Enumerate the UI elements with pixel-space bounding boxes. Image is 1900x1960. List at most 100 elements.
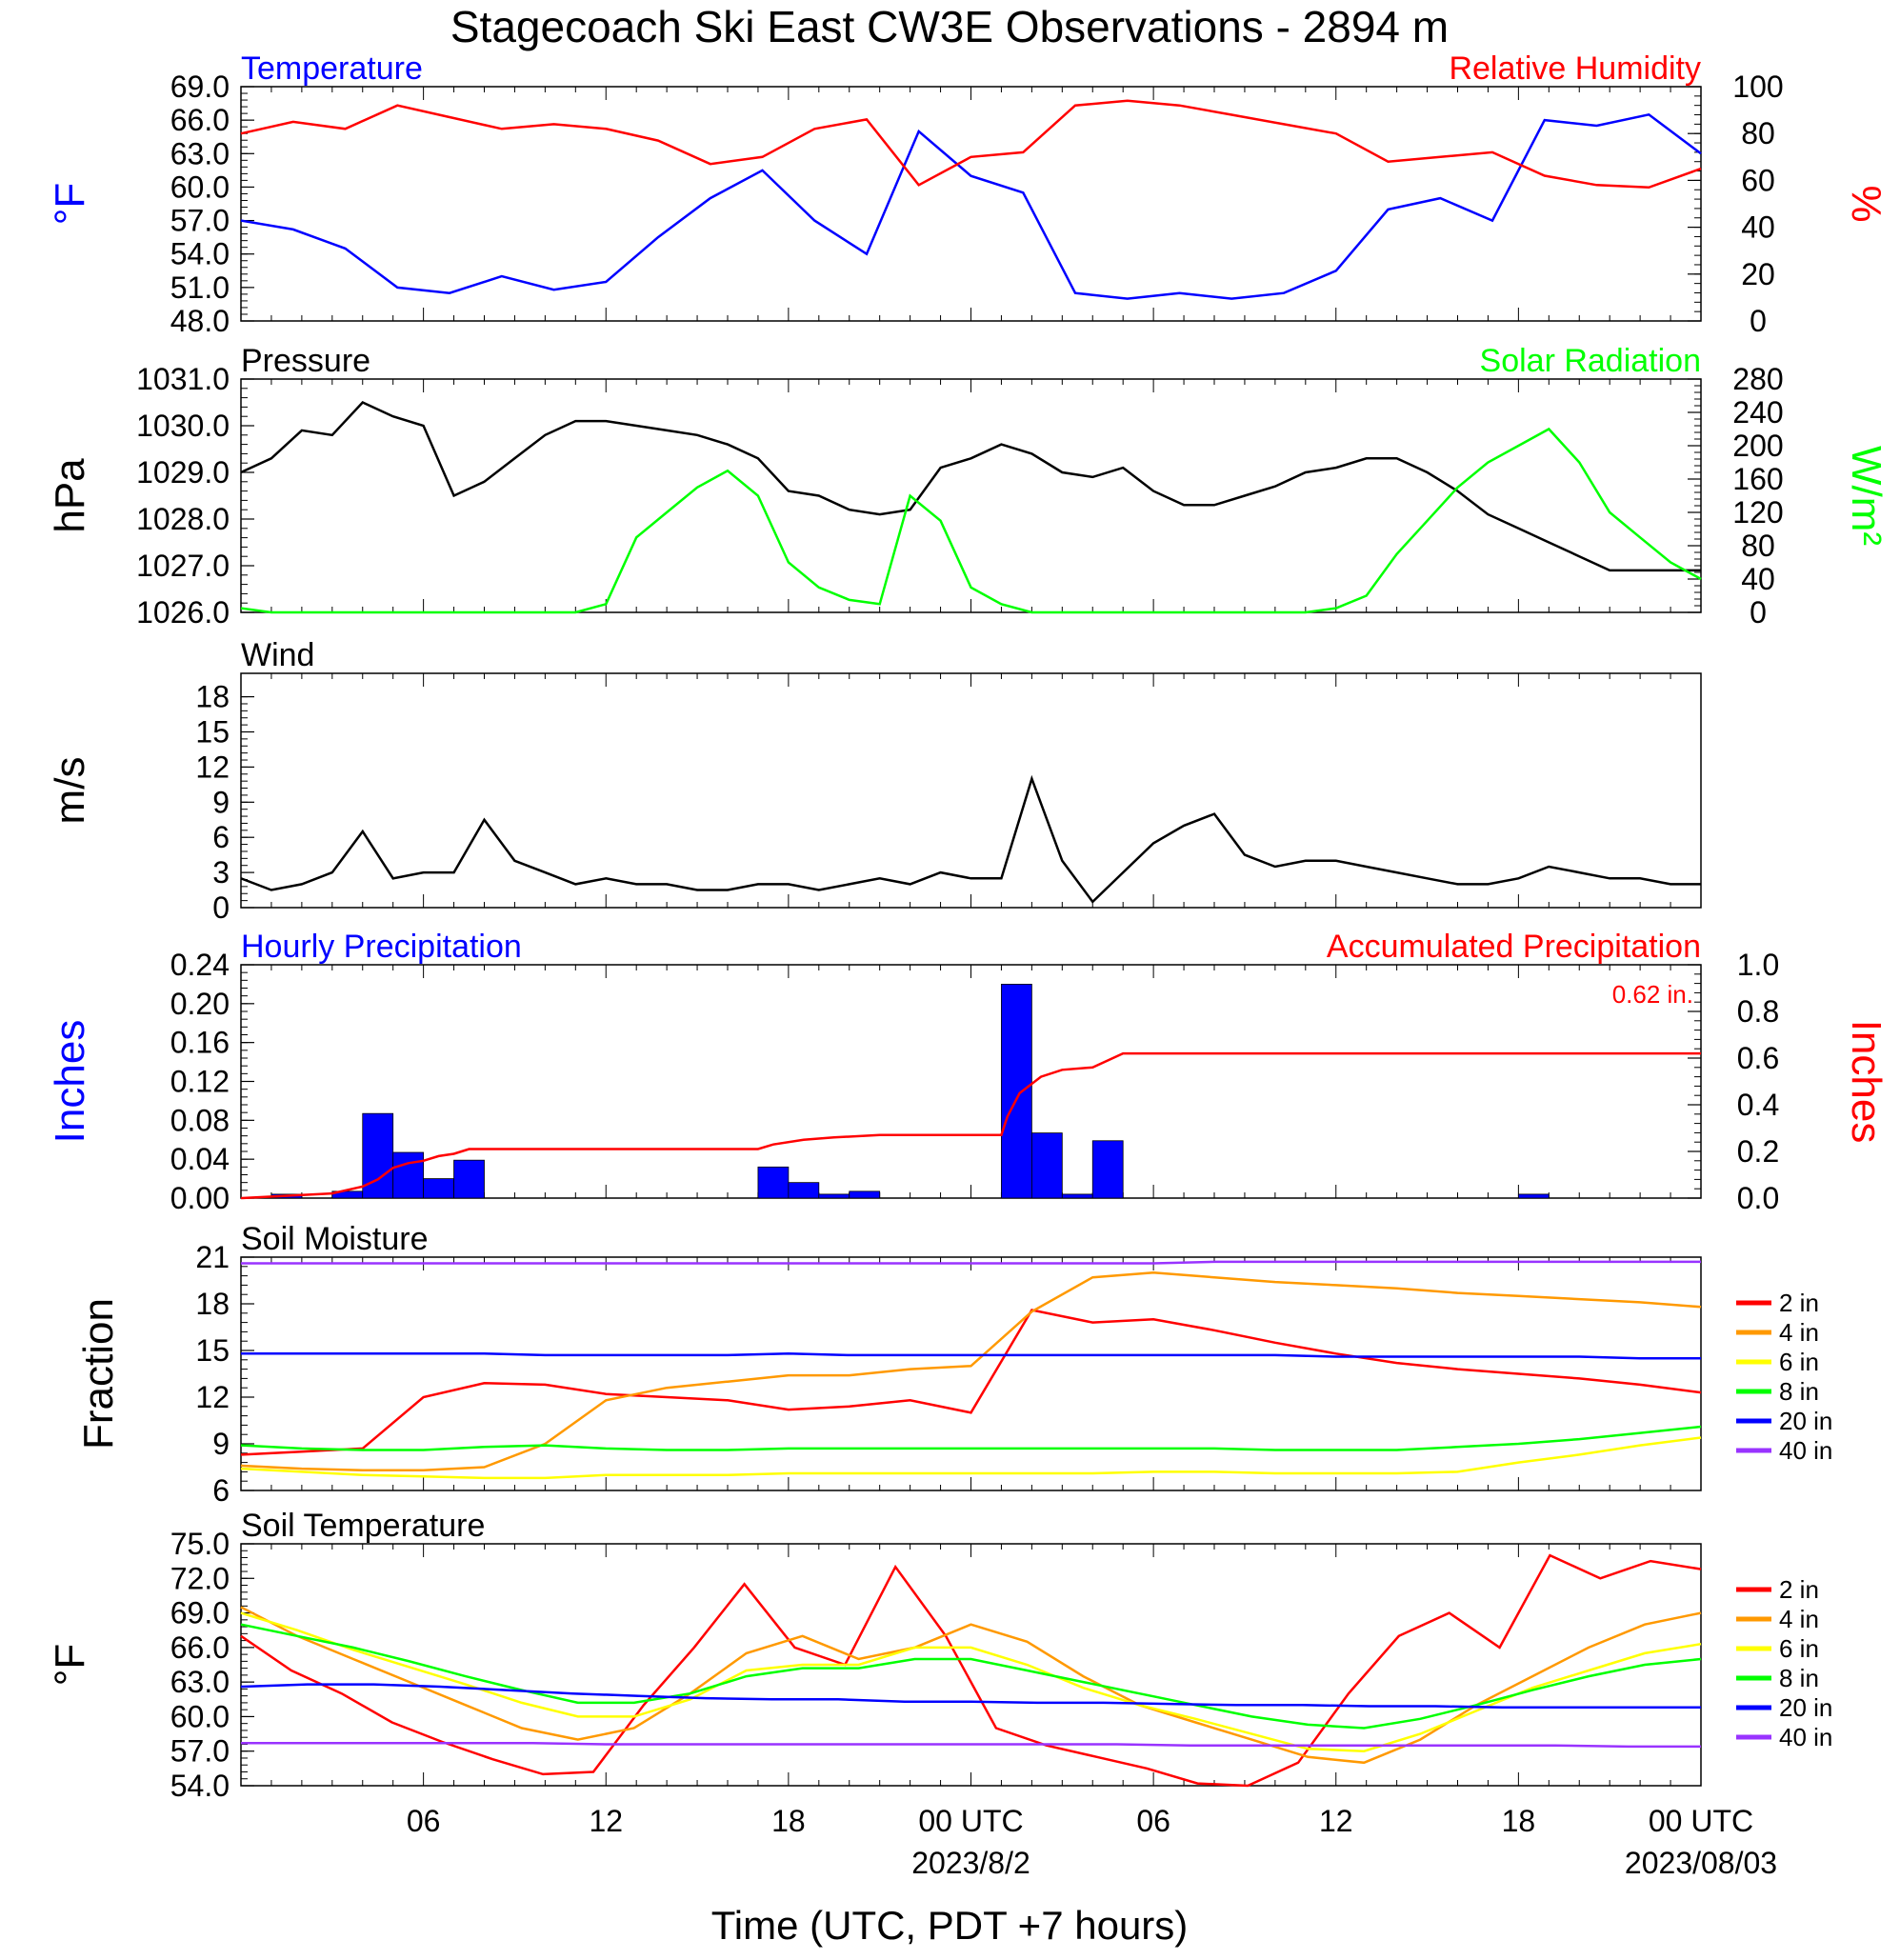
pressure-solar-ylabel-left: hPa <box>47 458 93 533</box>
temperature-humidity-title-left: Temperature <box>241 50 423 87</box>
wind-ytick-label-left: 0 <box>212 890 230 925</box>
pressure-solar-ytick-label-left: 1030.0 <box>136 409 230 443</box>
soil-temperature-ytick-label-left: 57.0 <box>170 1734 230 1769</box>
temperature-humidity-ytick-label-left: 48.0 <box>170 304 230 338</box>
pressure-solar-ytick-label-right: 160 <box>1732 462 1783 496</box>
soil-moisture-panel: Soil Moisture 6 9 12 15 18 21 Fraction 2 in4 in6… <box>75 1221 1832 1508</box>
soil-moisture-ytick-label-left: 12 <box>195 1380 230 1414</box>
soil-temperature-series-4-in <box>240 1606 1702 1765</box>
wind-ylabel-left: m/s <box>47 757 93 825</box>
temperature-humidity-ytick-label-right: 40 <box>1741 210 1775 245</box>
pressure-solar-ytick-label-left: 1027.0 <box>136 549 230 583</box>
soil-temperature-ytick-label-left: 72.0 <box>170 1561 230 1595</box>
x-tick-label: 00 UTC <box>1649 1804 1753 1838</box>
wind-ytick-label-left: 12 <box>195 750 230 784</box>
soil-moisture-legend-label: 6 in <box>1779 1348 1819 1376</box>
precip-bar <box>453 1159 485 1199</box>
precip-bar <box>423 1178 454 1199</box>
precipitation-ytick-label-left: 0.12 <box>170 1065 230 1099</box>
soil-moisture-ytick-label-left: 21 <box>195 1240 230 1274</box>
precip-bar <box>849 1190 881 1199</box>
x-tick-label: 00 UTC <box>918 1804 1023 1838</box>
precipitation-ytick-label-right: 0.4 <box>1737 1088 1779 1122</box>
pressure-solar-ytick-label-right: 120 <box>1732 495 1783 530</box>
pressure-solar-ytick-label-left: 1031.0 <box>136 362 230 396</box>
precipitation-ytick-label-right: 0.8 <box>1737 994 1779 1029</box>
pressure-solar-ytick-label-left: 1028.0 <box>136 502 230 536</box>
wind-ytick-label-left: 9 <box>212 785 230 819</box>
precipitation-ytick-label-left: 0.00 <box>170 1181 230 1215</box>
soil-temperature-ytick-label-left: 66.0 <box>170 1630 230 1665</box>
x-tick-label: 12 <box>589 1804 623 1838</box>
precipitation-ytick-label-left: 0.08 <box>170 1103 230 1137</box>
soil-temperature-ylabel-left: °F <box>47 1644 93 1686</box>
wind-frame <box>240 672 1702 909</box>
soil-temperature-legend-label: 2 in <box>1779 1575 1819 1604</box>
soil-temperature-series-40-in <box>241 1741 1701 1749</box>
soil-temperature-legend-label: 20 in <box>1779 1693 1832 1722</box>
soil-moisture-ylabel-left: Fraction <box>75 1298 122 1450</box>
precipitation-title-right: Accumulated Precipitation <box>1327 929 1701 965</box>
soil-moisture-ytick-label-left: 6 <box>212 1473 230 1508</box>
precipitation-ytick-label-right: 0.2 <box>1737 1134 1779 1169</box>
pressure-solar-title-left: Pressure <box>241 343 370 379</box>
pressure-solar-ytick-label-right: 200 <box>1732 429 1783 463</box>
soil-moisture-series-20-in <box>241 1352 1701 1360</box>
pressure-solar-series-solar-radiation <box>240 427 1702 614</box>
temperature-humidity-ytick-label-right: 60 <box>1741 163 1775 197</box>
precipitation-ytick-label-left: 0.20 <box>170 987 230 1021</box>
pressure-solar-ytick-label-right: 80 <box>1741 529 1775 563</box>
soil-temperature-ytick-label-left: 75.0 <box>170 1527 230 1561</box>
precipitation-ytick-label-left: 0.04 <box>170 1142 230 1176</box>
precip-bar <box>757 1166 790 1199</box>
soil-temperature-legend-label: 6 in <box>1779 1634 1819 1663</box>
soil-moisture-legend-label: 2 in <box>1779 1289 1819 1317</box>
precipitation-title-left: Hourly Precipitation <box>241 929 522 965</box>
wind-series-wind-speed <box>240 774 1701 904</box>
pressure-solar-ylabel-right: W/m² <box>1843 446 1890 546</box>
temperature-humidity-ytick-label-right: 80 <box>1741 116 1775 150</box>
soil-moisture-ytick-label-left: 15 <box>195 1333 230 1368</box>
precipitation-ytick-label-right: 0.6 <box>1737 1041 1779 1075</box>
x-tick-label: 06 <box>1136 1804 1170 1838</box>
soil-moisture-series-2-in <box>240 1309 1702 1456</box>
temperature-humidity-ytick-label-left: 51.0 <box>170 270 230 305</box>
soil-moisture-series-8-in <box>240 1425 1702 1451</box>
temperature-humidity-ylabel-right: % <box>1843 185 1890 222</box>
temperature-humidity-ytick-label-left: 69.0 <box>170 70 230 104</box>
precipitation-ylabel-left: Inches <box>47 1020 93 1144</box>
soil-moisture-legend-label: 20 in <box>1779 1407 1832 1435</box>
precipitation-ytick-label-right: 1.0 <box>1737 948 1779 982</box>
soil-moisture-series-40-in <box>241 1260 1701 1265</box>
x-tick-label: 12 <box>1319 1804 1353 1838</box>
soil-temperature-legend-label: 8 in <box>1779 1664 1819 1692</box>
soil-temperature-panel: Soil Temperature 54.057.060.063.066.069.0… <box>47 1508 1832 1803</box>
soil-temperature-legend-label: 4 in <box>1779 1605 1819 1633</box>
x-tick-label: 06 <box>407 1804 441 1838</box>
soil-moisture-legend-label: 4 in <box>1779 1318 1819 1347</box>
pressure-solar-series-pressure <box>240 400 1701 572</box>
precip-bar <box>392 1151 425 1199</box>
precipitation-panel: Hourly Precipitation Accumulated Precipit… <box>47 929 1890 1215</box>
temperature-humidity-ytick-label-right: 100 <box>1732 70 1783 104</box>
temperature-humidity-title-right: Relative Humidity <box>1449 50 1701 87</box>
pressure-solar-ytick-label-right: 240 <box>1732 395 1783 430</box>
x-date-label: 2023/8/2 <box>911 1846 1030 1880</box>
soil-temperature-legend-label: 40 in <box>1779 1723 1832 1751</box>
precip-bar <box>818 1193 850 1199</box>
precipitation-ytick-label-left: 0.24 <box>170 948 230 982</box>
chart-panels: Temperature Relative Humidity48.051.054.0… <box>47 50 1890 1803</box>
x-date-label: 2023/08/03 <box>1625 1846 1777 1880</box>
temperature-humidity-panel: Temperature Relative Humidity 48.051.054.0… <box>47 50 1890 338</box>
accumulated-total-label: 0.62 in. <box>1612 980 1693 1009</box>
pressure-solar-frame <box>240 378 1702 613</box>
wind-ytick-label-left: 3 <box>212 855 230 890</box>
soil-temperature-series-6-in <box>240 1611 1702 1752</box>
x-axis-label: Time (UTC, PDT +7 hours) <box>711 1903 1189 1948</box>
wind-ytick-label-left: 6 <box>212 820 230 854</box>
precipitation-ylabel-right: Inches <box>1843 1020 1890 1144</box>
soil-temperature-series-20-in <box>240 1683 1701 1710</box>
